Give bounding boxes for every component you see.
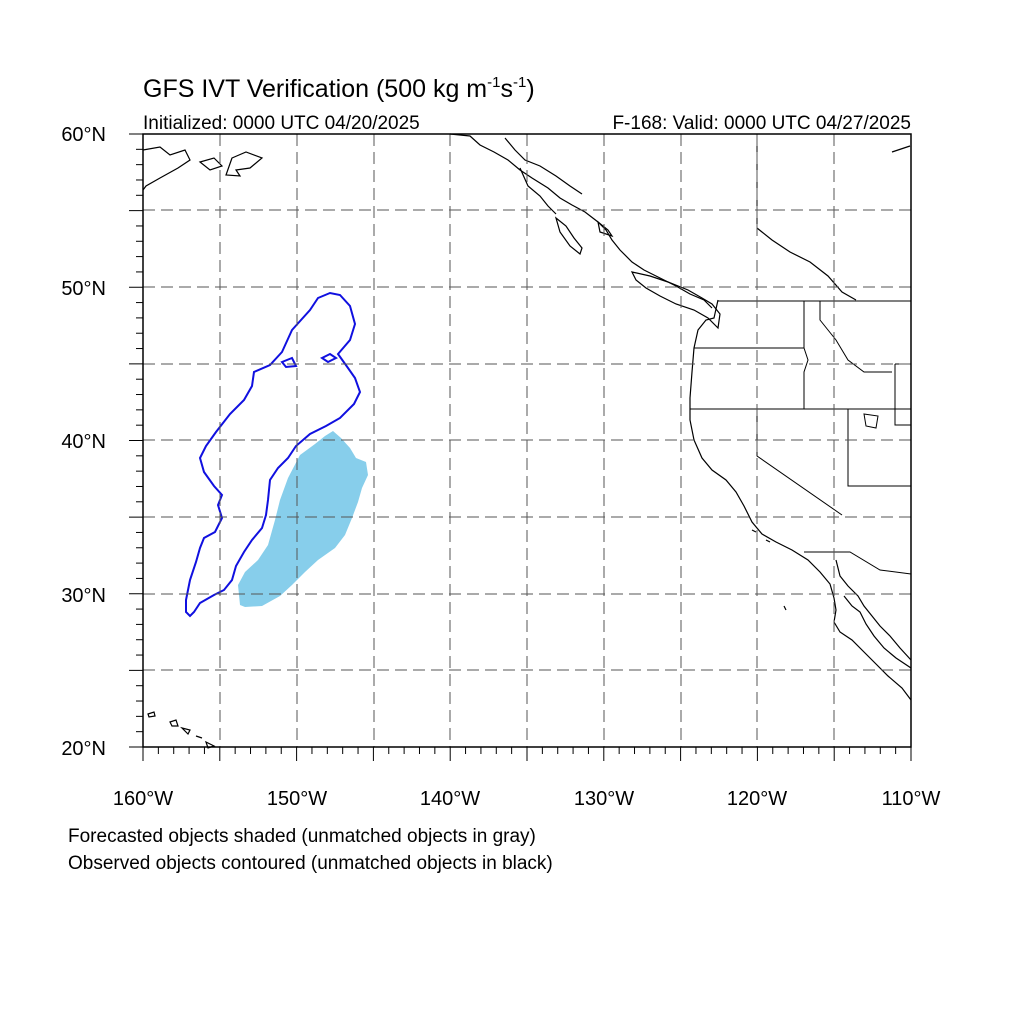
observed-object-contour xyxy=(185,291,362,618)
lat-label: 20°N xyxy=(61,738,106,760)
lat-label: 60°N xyxy=(61,124,106,146)
lat-label: 40°N xyxy=(61,431,106,453)
valid-time: F-168: Valid: 0000 UTC 04/27/2025 xyxy=(612,113,911,134)
lon-label: 150°W xyxy=(267,788,327,810)
map-panel xyxy=(129,133,912,761)
lon-label: 120°W xyxy=(727,788,787,810)
lon-label: 130°W xyxy=(574,788,634,810)
observed-note: Observed objects contoured (unmatched ob… xyxy=(68,853,553,874)
lon-label: 140°W xyxy=(420,788,480,810)
lat-label: 30°N xyxy=(61,585,106,607)
latitude-labels: 60°N 50°N 40°N 30°N 20°N xyxy=(61,124,106,760)
lat-label: 50°N xyxy=(61,278,106,300)
map-title: GFS IVT Verification (500 kg m-1s-1) xyxy=(143,74,535,103)
initialized-time: Initialized: 0000 UTC 04/20/2025 xyxy=(143,113,420,134)
forecast-note: Forecasted objects shaded (unmatched obj… xyxy=(68,826,536,847)
axis-ticks xyxy=(129,133,912,761)
observed-object-fragment xyxy=(280,356,298,369)
lon-label: 160°W xyxy=(113,788,173,810)
coastlines xyxy=(142,133,912,749)
observed-object-fragment xyxy=(320,352,338,364)
state-boundaries xyxy=(690,134,912,575)
longitude-labels: 160°W 150°W 140°W 130°W 120°W 110°W xyxy=(113,788,941,810)
forecast-object xyxy=(238,431,368,607)
graticule xyxy=(143,134,911,747)
lon-label: 110°W xyxy=(882,788,941,810)
